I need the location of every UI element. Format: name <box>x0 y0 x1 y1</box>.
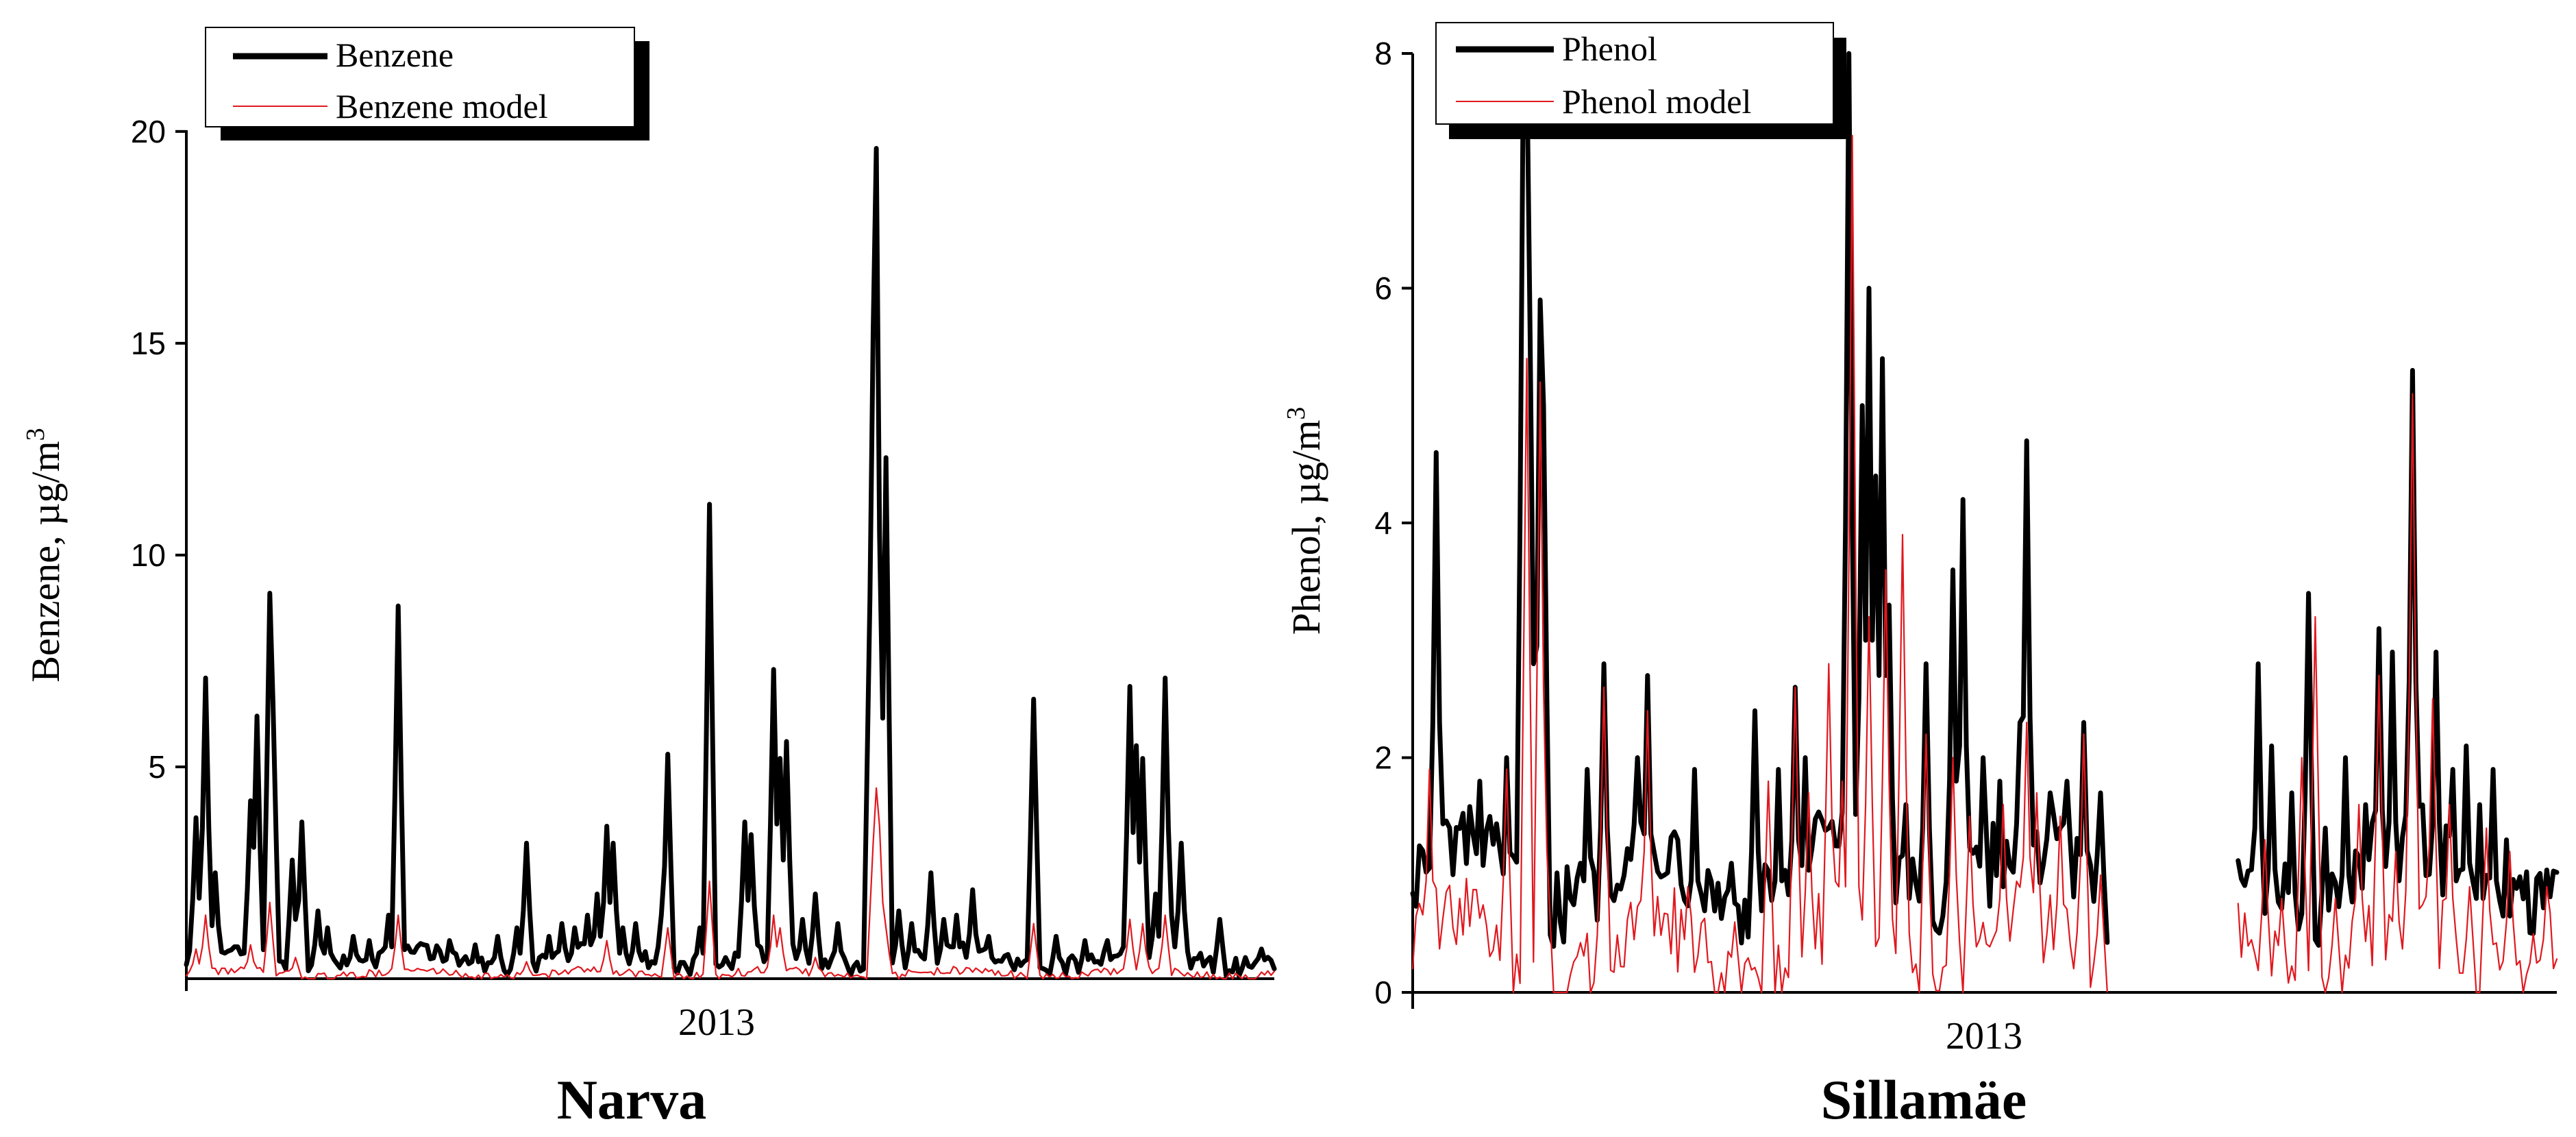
narva-y-axis-title: Benzene, µg/m3 <box>21 428 68 682</box>
sillamae-y-tick-label: 2 <box>1374 740 1392 776</box>
chart-sillamae: 0 2 4 6 8 Phenol, µg/m3 2013 Sillamäe Phenol… <box>1282 22 2560 1131</box>
narva-y-tick-label: 10 <box>131 537 166 573</box>
narva-legend-label-benzene-model: Benzene model <box>336 87 548 125</box>
sillamae-y-tick-label: 0 <box>1374 975 1392 1010</box>
sillamae-series-model <box>1411 134 2558 994</box>
narva-series-model <box>185 787 1276 980</box>
narva-plot-area: 5 10 15 20 <box>131 114 1277 991</box>
sillamae-x-axis-label: 2013 <box>1946 1015 2022 1057</box>
narva-y-tick-label: 5 <box>148 749 166 785</box>
sillamae-legend-label-phenol-model: Phenol model <box>1562 82 1751 121</box>
sillamae-y-tick-label: 4 <box>1374 505 1392 541</box>
sillamae-y-axis-title: Phenol, µg/m3 <box>1282 407 1328 635</box>
narva-series-observed <box>184 146 1277 979</box>
narva-y-tick-label: 15 <box>131 326 166 361</box>
sillamae-legend-box <box>1435 22 1834 125</box>
narva-y-tick-label: 20 <box>131 114 166 149</box>
sillamae-series-observed <box>1410 51 2560 949</box>
sillamae-y-tick-label: 6 <box>1374 271 1392 306</box>
narva-legend-box <box>205 27 635 127</box>
sillamae-panel-title: Sillamäe <box>1821 1068 2027 1131</box>
narva-legend-label-benzene: Benzene <box>336 36 454 74</box>
sillamae-legend: Phenol Phenol model <box>1435 22 1846 139</box>
narva-legend: Benzene Benzene model <box>205 27 649 140</box>
sillamae-legend-label-phenol: Phenol <box>1562 29 1657 68</box>
narva-x-axis-label: 2013 <box>678 1001 755 1044</box>
sillamae-plot-area: 0 2 4 6 8 <box>1374 36 2560 1010</box>
narva-panel-title: Narva <box>557 1068 707 1131</box>
sillamae-y-tick-label: 8 <box>1374 36 1392 71</box>
chart-narva: 5 10 15 20 Benzene, µg/m3 2013 Narva Benzen… <box>21 27 1277 1131</box>
